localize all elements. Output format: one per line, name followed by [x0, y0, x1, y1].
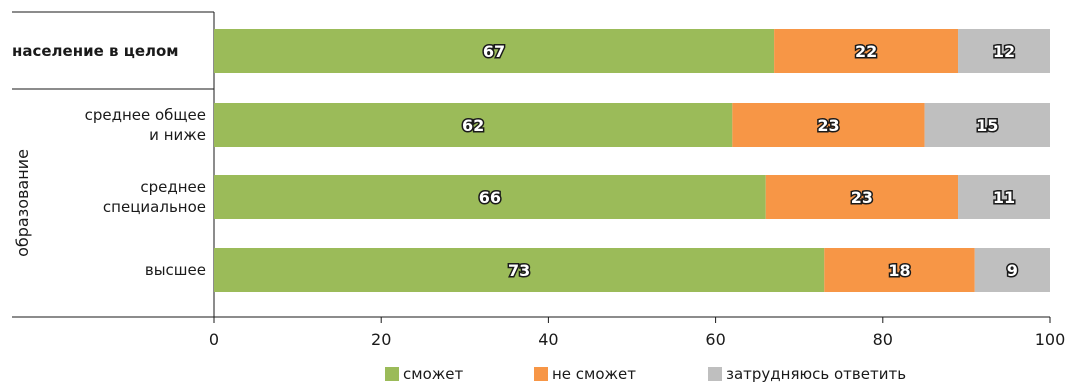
legend-swatch	[534, 367, 548, 381]
bar-segment	[824, 248, 975, 292]
category-label: среднее общее	[85, 106, 206, 124]
bar-segment	[924, 103, 1050, 147]
bar-segment	[214, 103, 733, 147]
data-label: 66	[479, 188, 501, 207]
data-label: 23	[851, 188, 873, 207]
category-label: среднее	[140, 178, 206, 196]
chart-frame: образование	[12, 11, 1050, 318]
data-label: 23	[817, 116, 839, 135]
legend-label: сможет	[403, 365, 463, 383]
tick-label: 20	[371, 330, 391, 349]
bar-segment	[214, 248, 825, 292]
bars-layer: 67 22 12 62 23 15 66 23 11 73 18 9	[214, 29, 1050, 292]
tick-label: 40	[538, 330, 558, 349]
data-label: 11	[993, 188, 1015, 207]
bar-segment	[214, 175, 766, 219]
bar-segment	[958, 175, 1050, 219]
tick-label: 80	[873, 330, 893, 349]
category-labels: население в целом среднее общее и ниже сред…	[12, 42, 206, 279]
data-label: 73	[508, 261, 530, 280]
category-label: специальное	[103, 198, 206, 216]
legend: сможет не сможет затрудняюсь ответить	[385, 365, 906, 383]
x-axis-ticks: 0 20 40 60 80 100	[209, 317, 1065, 349]
group-label: образование	[13, 149, 32, 257]
data-label: 9	[1007, 261, 1018, 280]
data-label: 62	[462, 116, 484, 135]
tick-label: 0	[209, 330, 219, 349]
bar-segment	[958, 29, 1050, 73]
bar-segment	[974, 248, 1050, 292]
bar-segment	[765, 175, 959, 219]
legend-label: не сможет	[552, 365, 636, 383]
category-label: высшее	[145, 261, 206, 279]
bar-segment	[774, 29, 959, 73]
data-label: 22	[855, 42, 877, 61]
bar-segment	[732, 103, 925, 147]
legend-swatch	[385, 367, 399, 381]
data-label: 15	[976, 116, 998, 135]
data-label: 18	[888, 261, 910, 280]
legend-label: затрудняюсь ответить	[726, 365, 906, 383]
tick-label: 60	[705, 330, 725, 349]
legend-swatch	[708, 367, 722, 381]
bar-segment	[214, 29, 775, 73]
category-label: население в целом	[12, 42, 179, 60]
data-label: 12	[993, 42, 1015, 61]
data-label: 67	[483, 42, 505, 61]
category-label: и ниже	[149, 126, 206, 144]
tick-label: 100	[1035, 330, 1066, 349]
